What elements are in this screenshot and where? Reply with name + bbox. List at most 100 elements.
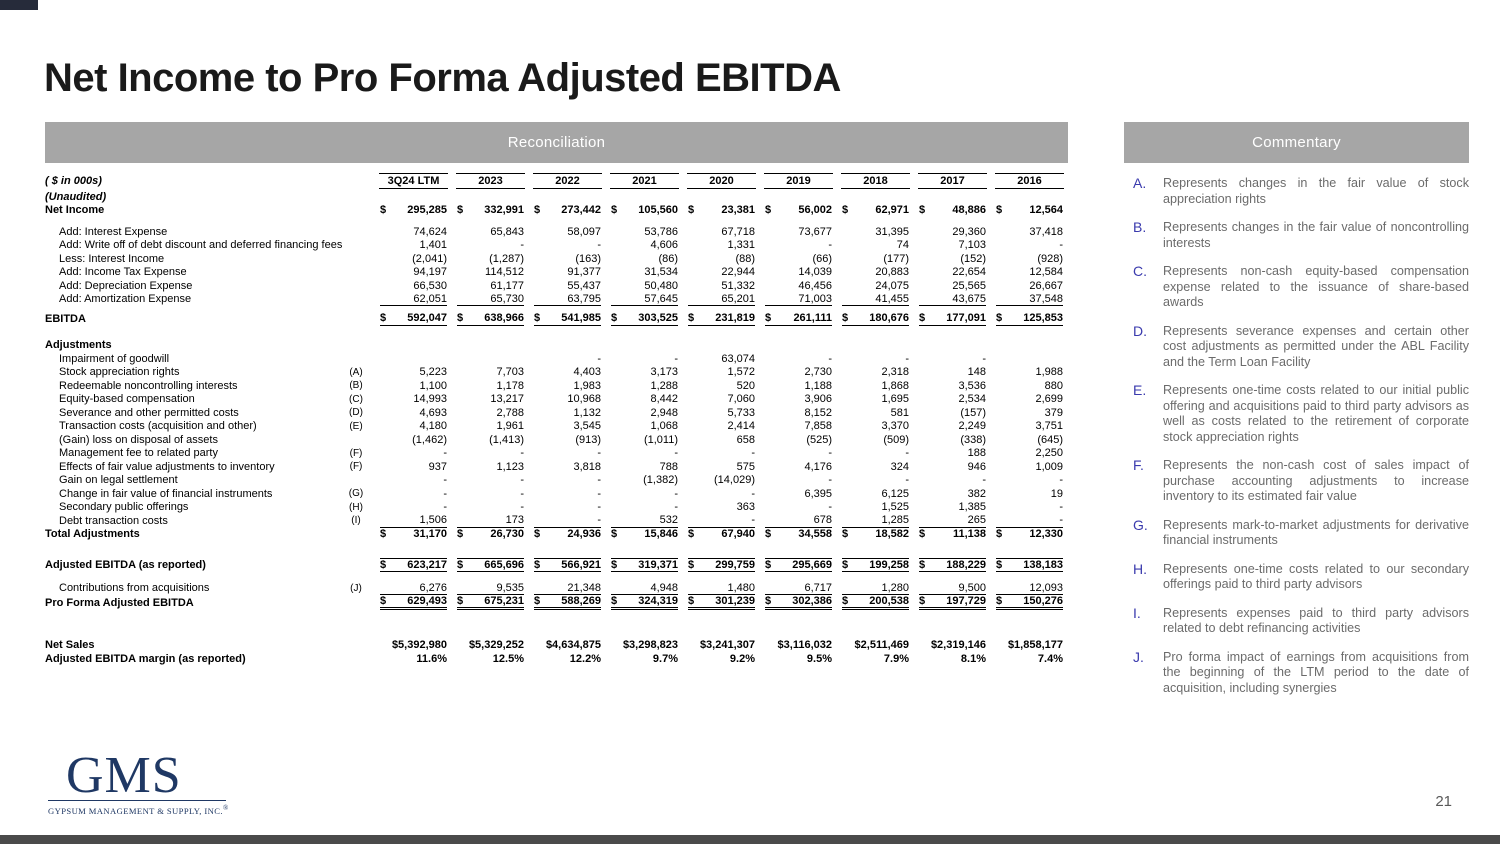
value-cell: - <box>674 487 678 500</box>
commentary-letter: A. <box>1133 175 1147 191</box>
row-label: Add: Income Tax Expense <box>59 266 187 279</box>
value-cell: 21,348 <box>534 582 601 595</box>
value-cell: 7,858 <box>804 420 832 433</box>
commentary-letter: B. <box>1133 219 1147 235</box>
value-cell: - <box>674 352 678 365</box>
value-cell: 8.1% <box>960 652 986 665</box>
row-debt-transaction-costs: Debt transaction costs (I) 1,506 173-532-67… <box>45 514 1068 528</box>
row-label: Stock appreciation rights <box>59 366 180 379</box>
value-cell: 9.7% <box>652 652 678 665</box>
row-label: Change in fair value of financial instru… <box>59 487 273 500</box>
value-cell: - <box>828 474 832 487</box>
value-cell: 1,385 <box>958 501 986 514</box>
commentary-text: Represents changes in the fair value of … <box>1163 220 1469 250</box>
value-cell: 14,993 <box>413 393 447 406</box>
year-column-header: 2019 <box>764 173 833 189</box>
row-adjusted-ebitda-margin: Adjusted EBITDA margin (as reported) 11.6… <box>45 652 1068 666</box>
value-cell <box>380 352 447 366</box>
value-cell: (163) <box>575 252 601 265</box>
row-adjustments-header: Adjustments <box>45 339 1068 353</box>
value-cell: 22,944 <box>721 266 755 279</box>
footnote-ref: (I) <box>351 515 361 527</box>
value-cell: 8,152 <box>804 406 832 419</box>
value-cell: $24,936 <box>534 528 601 541</box>
value-cell: 58,097 <box>567 225 601 238</box>
value-cell: 7,060 <box>727 393 755 406</box>
value-cell: 1,285 <box>842 514 909 528</box>
row-redeemable-noncontrolling: Redeemable noncontrolling interests (B) 1,… <box>45 379 1068 393</box>
value-cell: (509) <box>883 433 909 446</box>
value-cell: 1,961 <box>496 420 524 433</box>
value-cell: - <box>597 447 601 460</box>
value-cell: $5,392,980 <box>391 639 447 652</box>
value-cell: $675,231 <box>457 595 524 610</box>
row-management-fee: Management fee to related party (F) - - - - - -… <box>45 447 1068 461</box>
value-cell: 1,068 <box>650 420 678 433</box>
row-label: Management fee to related party <box>59 447 218 460</box>
value-cell: - <box>905 474 909 487</box>
value-cell: 1,132 <box>573 406 601 419</box>
value-cell <box>457 190 524 204</box>
value-cell <box>611 339 678 353</box>
value-cell: 1,123 <box>496 460 524 473</box>
value-cell: 37,418 <box>1029 225 1063 238</box>
reconciliation-panel-title: Reconciliation <box>507 134 606 151</box>
value-cell: 63,795 <box>534 293 601 306</box>
value-cell: (2,041) <box>412 252 447 265</box>
row-interest-expense: Add: Interest Expense 74,624 65,843 58,097 5… <box>45 225 1068 239</box>
value-cell: 379 <box>1044 406 1063 419</box>
value-cell: $3,116,032 <box>777 639 832 652</box>
commentary-item: E. Represents one-time costs related to o… <box>1133 382 1469 445</box>
value-cell: - <box>520 474 524 487</box>
value-cell: 25,565 <box>952 279 986 292</box>
gms-logo-text: GMS <box>66 747 182 805</box>
row-label: Less: Interest Income <box>59 252 165 265</box>
row-write-off-debt-discount: Add: Write off of debt discount and defe… <box>45 239 1068 253</box>
value-cell: $303,525 <box>611 312 678 326</box>
year-column-header: 3Q24 LTM <box>379 173 448 189</box>
value-cell: 1,983 <box>573 379 601 392</box>
value-cell: 1,280 <box>842 582 909 595</box>
value-cell: 5,733 <box>727 406 755 419</box>
value-cell: 6,125 <box>881 487 909 500</box>
value-cell: 9.2% <box>729 652 755 665</box>
row-label: Effects of fair value adjustments to inv… <box>59 460 275 473</box>
value-cell: (152) <box>960 252 986 265</box>
value-cell: 6,395 <box>804 487 832 500</box>
value-cell: 65,730 <box>457 293 524 306</box>
commentary-letter: I. <box>1133 604 1141 621</box>
value-cell: - <box>674 501 678 514</box>
footnote-ref: (H) <box>349 501 363 513</box>
row-label: Net Income <box>45 204 105 217</box>
value-cell: - <box>597 501 601 514</box>
commentary-item: B. Represents changes in the fair value o… <box>1133 219 1469 251</box>
value-cell <box>765 339 832 353</box>
value-cell: $3,241,307 <box>699 639 755 652</box>
row-contributions-acquisitions: Contributions from acquisitions (J) 6,276 9… <box>45 582 1068 595</box>
value-cell: 53,786 <box>644 225 678 238</box>
row-label: Adjusted EBITDA margin (as reported) <box>45 652 246 665</box>
value-cell: 3,818 <box>573 460 601 473</box>
value-cell: - <box>520 501 524 514</box>
commentary-letter: G. <box>1133 516 1148 533</box>
table-header-row: ( $ in 000s) 3Q24 LTM 2023 2022 2021 2020 201… <box>45 172 1068 190</box>
value-cell: (1,287) <box>489 252 524 265</box>
value-cell: - <box>520 239 524 252</box>
value-cell: $629,493 <box>380 595 447 610</box>
value-cell: 1,988 <box>1035 366 1063 379</box>
value-cell: $665,696 <box>457 558 524 572</box>
page-title: Net Income to Pro Forma Adjusted EBITDA <box>44 56 841 100</box>
footnote-ref: (F) <box>349 447 363 459</box>
commentary-item: J. Pro forma impact of earnings from acqu… <box>1133 649 1469 697</box>
value-cell: 71,003 <box>765 293 832 306</box>
value-cell: $105,560 <box>611 204 678 217</box>
value-cell <box>457 339 524 353</box>
value-cell: $302,386 <box>765 595 832 610</box>
footnote-ref: (E) <box>349 420 363 432</box>
row-label: Transaction costs (acquisition and other… <box>59 420 257 433</box>
value-cell: 678 <box>765 514 832 528</box>
value-cell <box>919 190 986 204</box>
value-cell: $15,846 <box>611 528 678 541</box>
value-cell: 937 <box>428 460 447 473</box>
value-cell: 4,176 <box>804 460 832 473</box>
